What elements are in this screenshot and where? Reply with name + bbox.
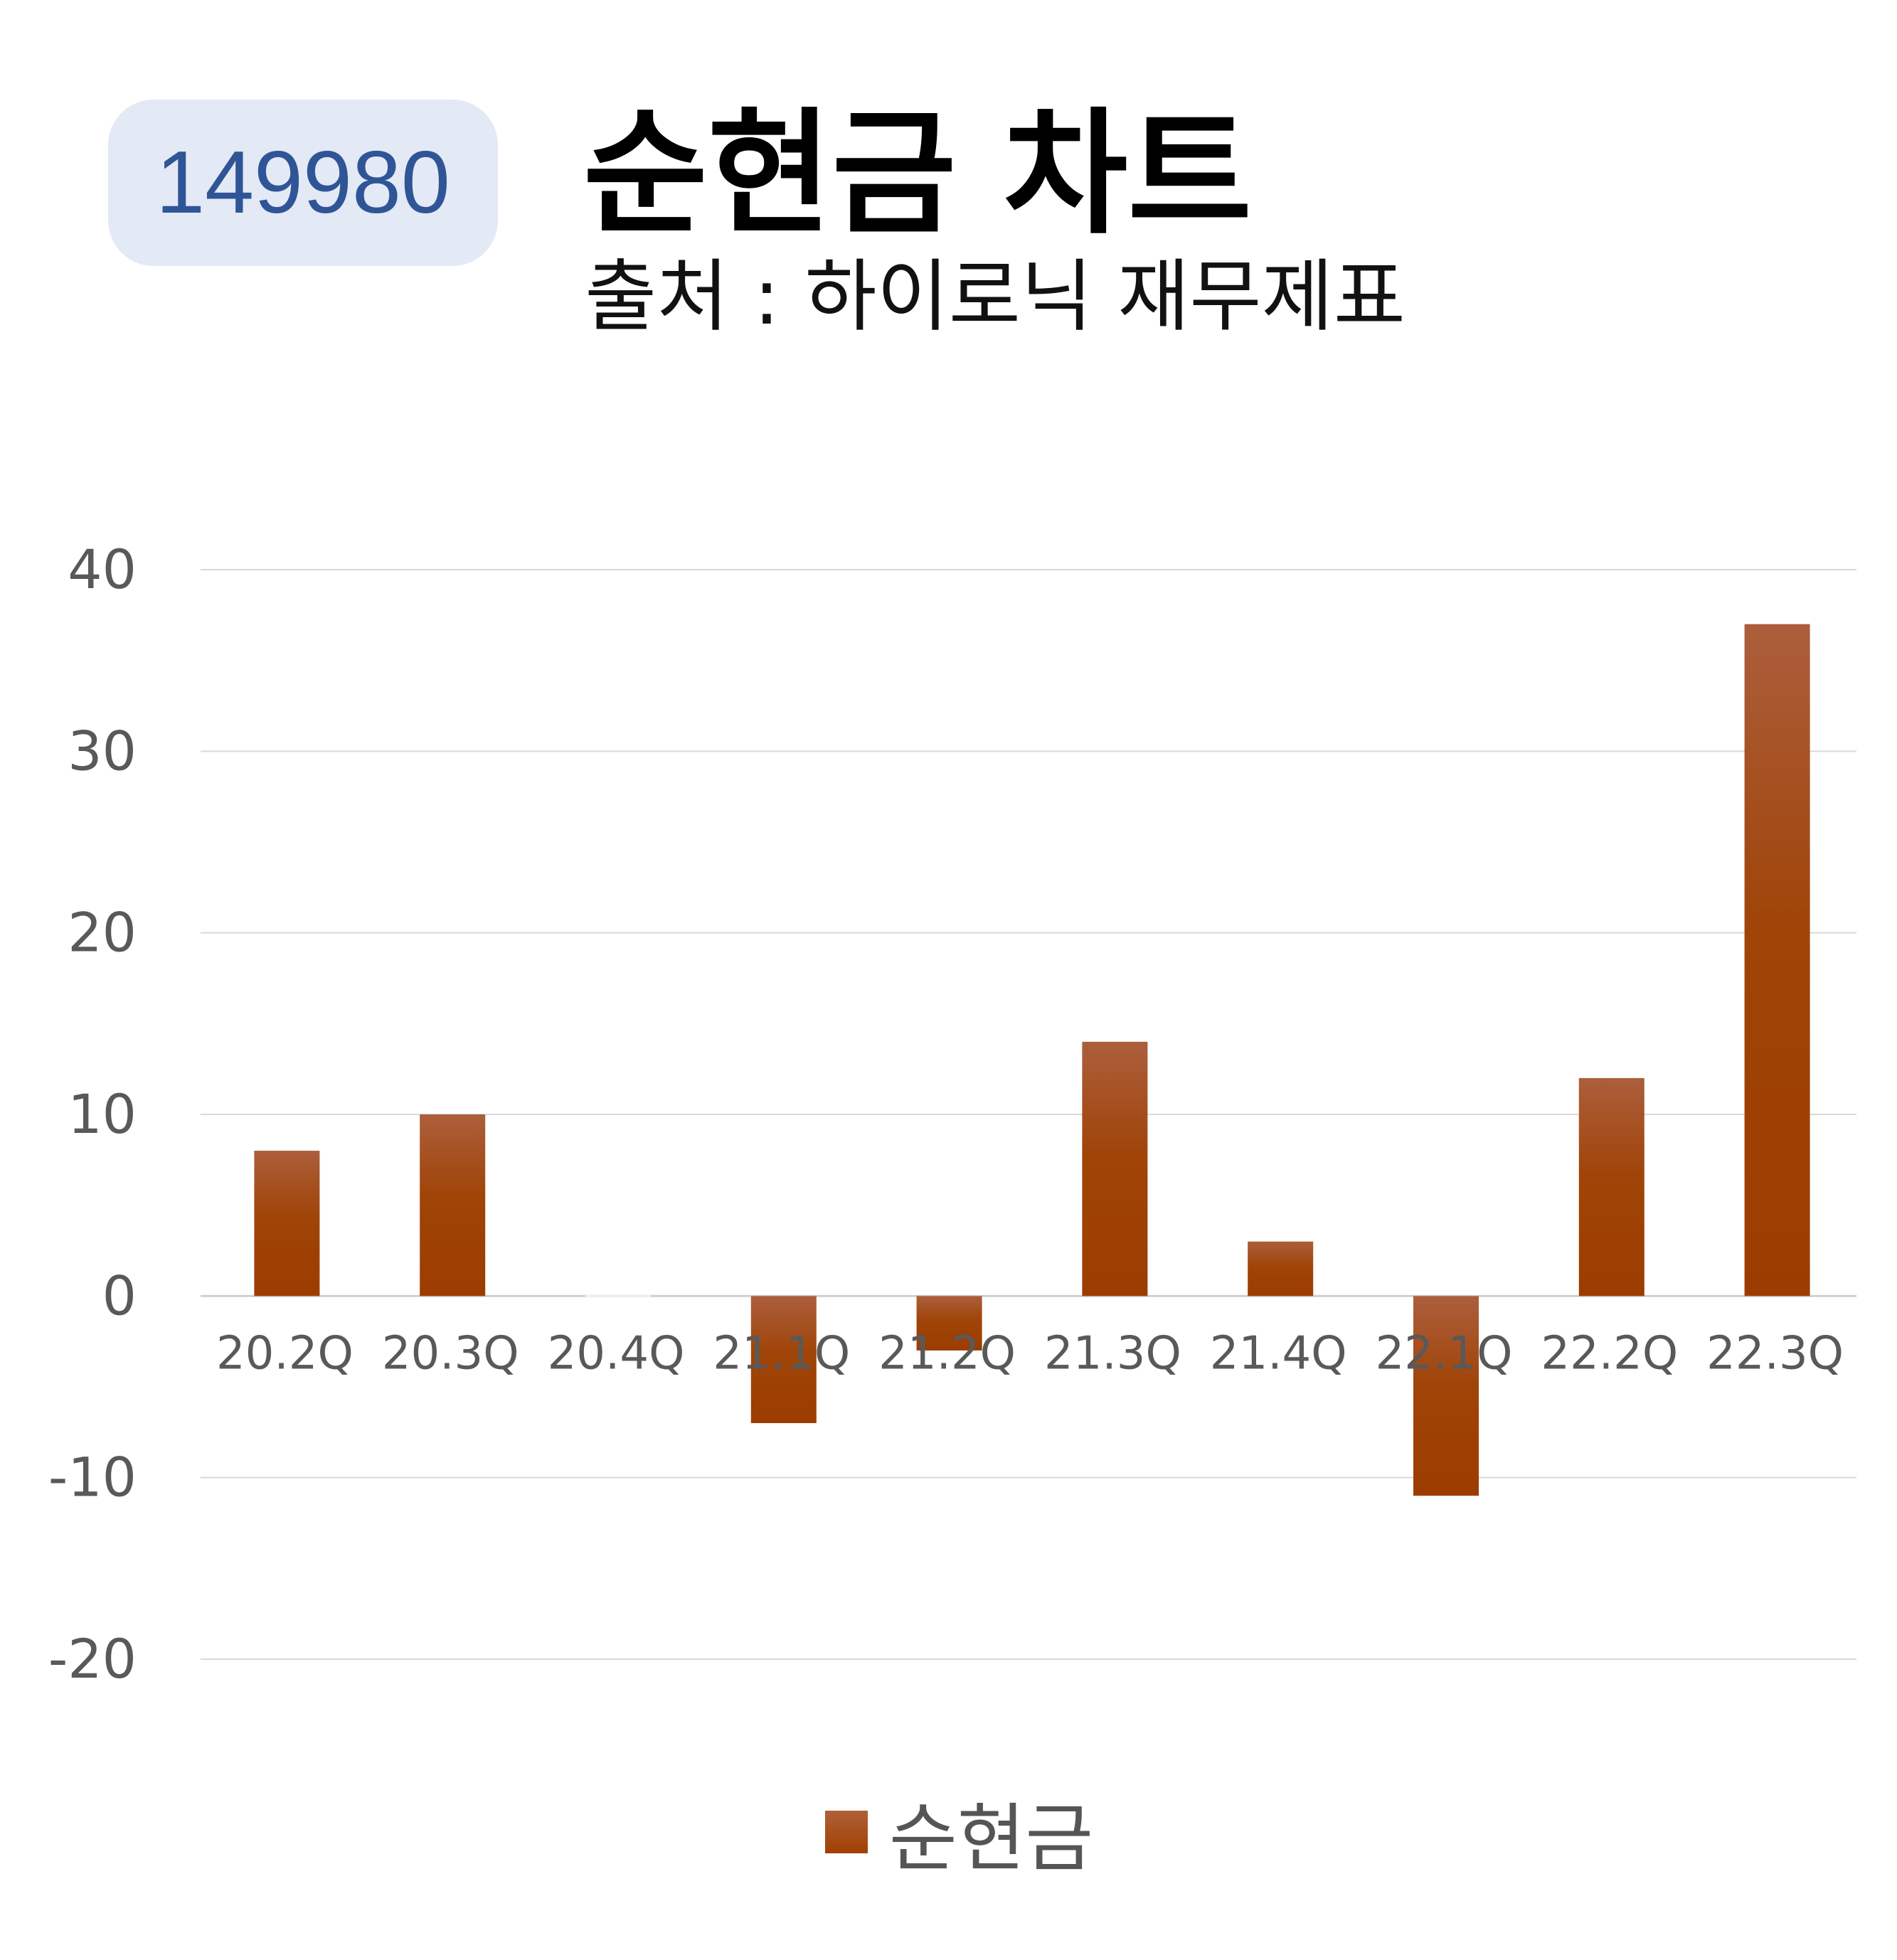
y-tick-label: 30 [68,719,137,782]
x-tick-label: 21.1Q [713,1327,850,1380]
chart-subtitle: 출처 : 하이로닉 재무제표 [585,251,1406,342]
bar-22.1Q [1413,1296,1479,1496]
y-tick-label: 10 [68,1082,137,1146]
y-axis-ticks: 40 30 20 10 0 -10 -20 [48,538,137,1690]
bar-20.3Q [420,1114,486,1296]
bar-21.1Q [750,1296,817,1424]
x-axis-ticks: 20.2Q 20.3Q 20.4Q 21.1Q 21.2Q 21.3Q 21.4Q 22.1Q… [216,1327,1844,1380]
legend: 순현금 [825,1778,1093,1885]
bars [254,624,1810,1496]
bar-20.4Q [585,1294,651,1298]
y-tick-label: -20 [48,1627,137,1690]
y-tick-label: 40 [68,538,137,601]
x-tick-label: 21.3Q [1044,1327,1181,1380]
stock-code: 149980 [156,134,450,232]
y-tick-label: 20 [68,901,137,964]
bar-20.2Q [254,1151,320,1296]
y-tick-label: 0 [102,1264,137,1327]
bar-21.4Q [1248,1241,1314,1296]
x-tick-label: 20.2Q [216,1327,354,1380]
x-tick-label: 20.4Q [548,1327,685,1380]
x-tick-label: 21.4Q [1210,1327,1347,1380]
legend-label: 순현금 [889,1795,1094,1882]
x-tick-label: 22.2Q [1541,1327,1678,1380]
stock-code-badge: 149980 [108,100,498,266]
x-tick-label: 22.3Q [1706,1327,1844,1380]
bar-22.2Q [1578,1077,1644,1296]
y-tick-label: -10 [48,1446,137,1509]
x-tick-label: 21.2Q [878,1327,1016,1380]
bar-21.2Q [916,1296,982,1351]
legend-swatch [825,1810,868,1853]
x-tick-label: 20.3Q [382,1327,519,1380]
bar-21.3Q [1082,1041,1148,1296]
chart-title: 순현금 차트 [583,95,1253,252]
x-tick-label: 22.1Q [1376,1327,1513,1380]
bar-22.3Q [1744,624,1810,1296]
